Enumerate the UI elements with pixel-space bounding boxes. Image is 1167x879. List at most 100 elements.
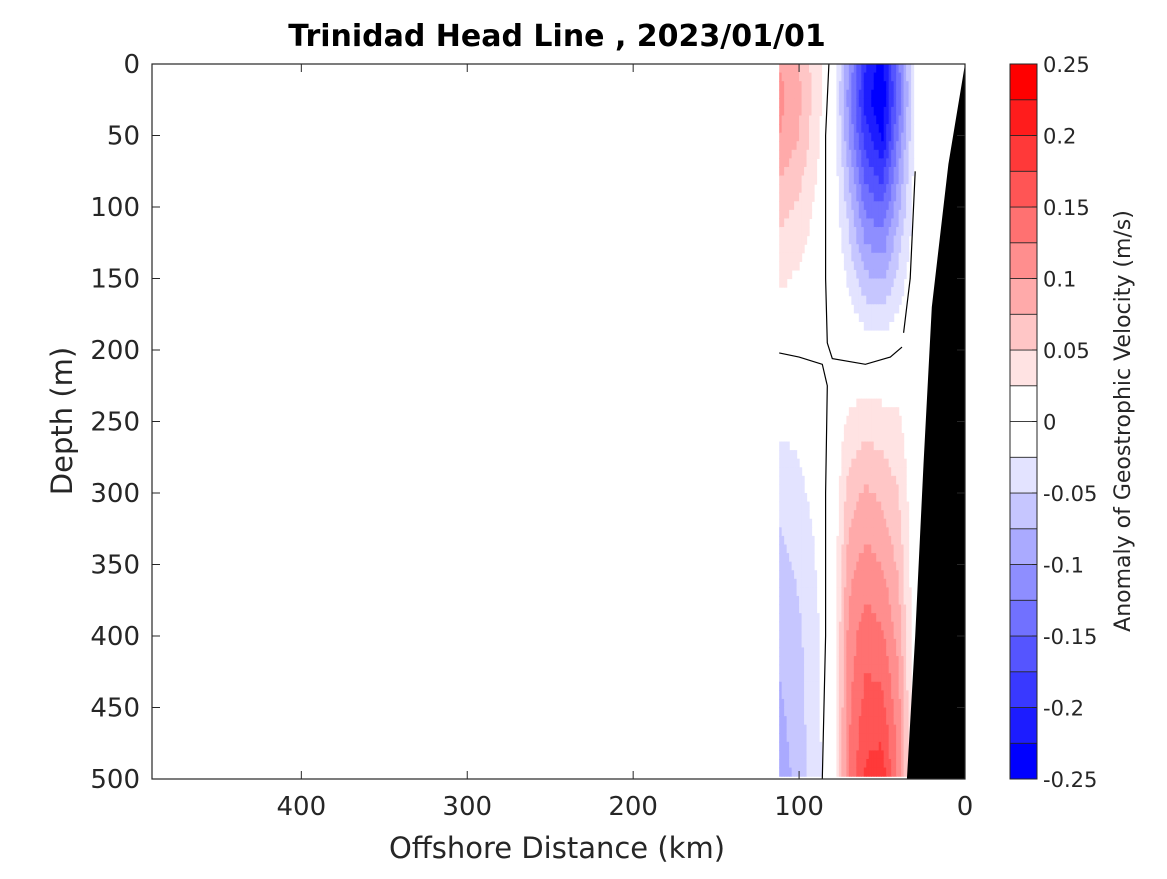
field-cell bbox=[891, 64, 895, 74]
field-cell bbox=[888, 415, 892, 425]
field-cell bbox=[781, 106, 785, 117]
field-cell bbox=[868, 158, 872, 168]
field-cell bbox=[888, 432, 892, 443]
field-cell bbox=[861, 244, 865, 254]
field-cell bbox=[886, 707, 890, 717]
field-cell bbox=[786, 115, 790, 125]
field-cell bbox=[789, 527, 793, 537]
field-cell bbox=[863, 724, 867, 734]
field-cell bbox=[868, 64, 872, 74]
field-cell bbox=[896, 758, 900, 769]
field-cell bbox=[896, 553, 900, 563]
field-cell bbox=[804, 166, 808, 177]
field-cell bbox=[784, 716, 788, 726]
field-cell bbox=[896, 278, 900, 288]
field-cell bbox=[873, 201, 877, 211]
field-cell bbox=[791, 132, 795, 142]
field-cell bbox=[858, 741, 862, 751]
field-cell bbox=[873, 287, 877, 297]
field-cell bbox=[836, 707, 840, 717]
field-cell bbox=[791, 124, 795, 134]
field-cell bbox=[891, 192, 895, 202]
field-cell bbox=[903, 81, 907, 91]
field-cell bbox=[903, 544, 907, 554]
field-cell bbox=[871, 527, 875, 537]
field-cell bbox=[903, 235, 907, 245]
field-cell bbox=[901, 621, 905, 631]
field-cell bbox=[838, 724, 842, 734]
field-cell bbox=[841, 630, 845, 640]
field-cell bbox=[893, 553, 897, 563]
field-cell bbox=[846, 467, 850, 477]
field-cell bbox=[791, 184, 795, 194]
field-cell bbox=[848, 501, 852, 511]
field-cell bbox=[853, 81, 857, 91]
field-cell bbox=[841, 587, 845, 597]
field-cell bbox=[903, 175, 907, 185]
colorbar-swatch bbox=[1009, 349, 1038, 387]
field-cell bbox=[883, 124, 887, 134]
field-cell bbox=[791, 98, 795, 108]
field-cell bbox=[891, 261, 895, 271]
field-cell bbox=[861, 595, 865, 606]
field-cell bbox=[848, 441, 852, 451]
field-cell bbox=[871, 252, 875, 262]
field-cell bbox=[811, 707, 815, 717]
field-cell bbox=[794, 656, 798, 666]
field-cell bbox=[876, 707, 880, 717]
field-cell bbox=[858, 484, 862, 494]
field-cell bbox=[881, 415, 885, 425]
field-cell bbox=[856, 484, 860, 494]
field-cell bbox=[786, 269, 790, 280]
field-cell bbox=[863, 441, 867, 451]
field-cell bbox=[789, 681, 793, 691]
y-tick-label: 100 bbox=[90, 193, 140, 223]
field-cell bbox=[791, 698, 795, 709]
field-cell bbox=[856, 733, 860, 743]
field-cell bbox=[911, 89, 915, 99]
field-cell bbox=[853, 304, 857, 314]
field-cell bbox=[903, 98, 907, 108]
field-cell bbox=[848, 432, 852, 443]
field-cell bbox=[779, 673, 783, 683]
y-tick-label: 300 bbox=[90, 479, 140, 509]
field-cell bbox=[779, 458, 783, 468]
field-cell bbox=[791, 252, 795, 262]
field-cell bbox=[881, 244, 885, 254]
field-cell bbox=[784, 501, 788, 511]
field-cell bbox=[863, 115, 867, 125]
field-cell bbox=[876, 450, 880, 460]
field-cell bbox=[871, 261, 875, 271]
field-cell bbox=[893, 587, 897, 597]
field-cell bbox=[809, 124, 813, 134]
field-cell bbox=[901, 218, 905, 228]
field-cell bbox=[804, 578, 808, 588]
field-cell bbox=[881, 518, 885, 528]
field-cell bbox=[898, 741, 902, 751]
field-cell bbox=[799, 235, 803, 245]
field-cell bbox=[791, 227, 795, 237]
field-cell bbox=[868, 72, 872, 82]
field-cell bbox=[901, 458, 905, 468]
field-cell bbox=[818, 64, 823, 74]
field-cell bbox=[838, 518, 842, 528]
field-cell bbox=[888, 656, 892, 666]
field-cell bbox=[789, 89, 793, 99]
field-cell bbox=[846, 535, 850, 546]
field-cell bbox=[856, 81, 860, 91]
field-cell bbox=[883, 458, 887, 468]
field-cell bbox=[856, 166, 860, 177]
field-cell bbox=[863, 124, 867, 134]
field-cell bbox=[781, 98, 785, 108]
field-cell bbox=[806, 638, 810, 649]
field-cell bbox=[886, 166, 890, 177]
field-cell bbox=[878, 561, 882, 571]
field-cell bbox=[871, 467, 875, 477]
field-cell bbox=[843, 89, 847, 99]
field-cell bbox=[858, 132, 862, 142]
field-cell bbox=[814, 89, 818, 99]
field-cell bbox=[804, 664, 808, 674]
field-cell bbox=[794, 458, 798, 468]
field-cell bbox=[779, 261, 783, 271]
field-cell bbox=[861, 664, 865, 674]
